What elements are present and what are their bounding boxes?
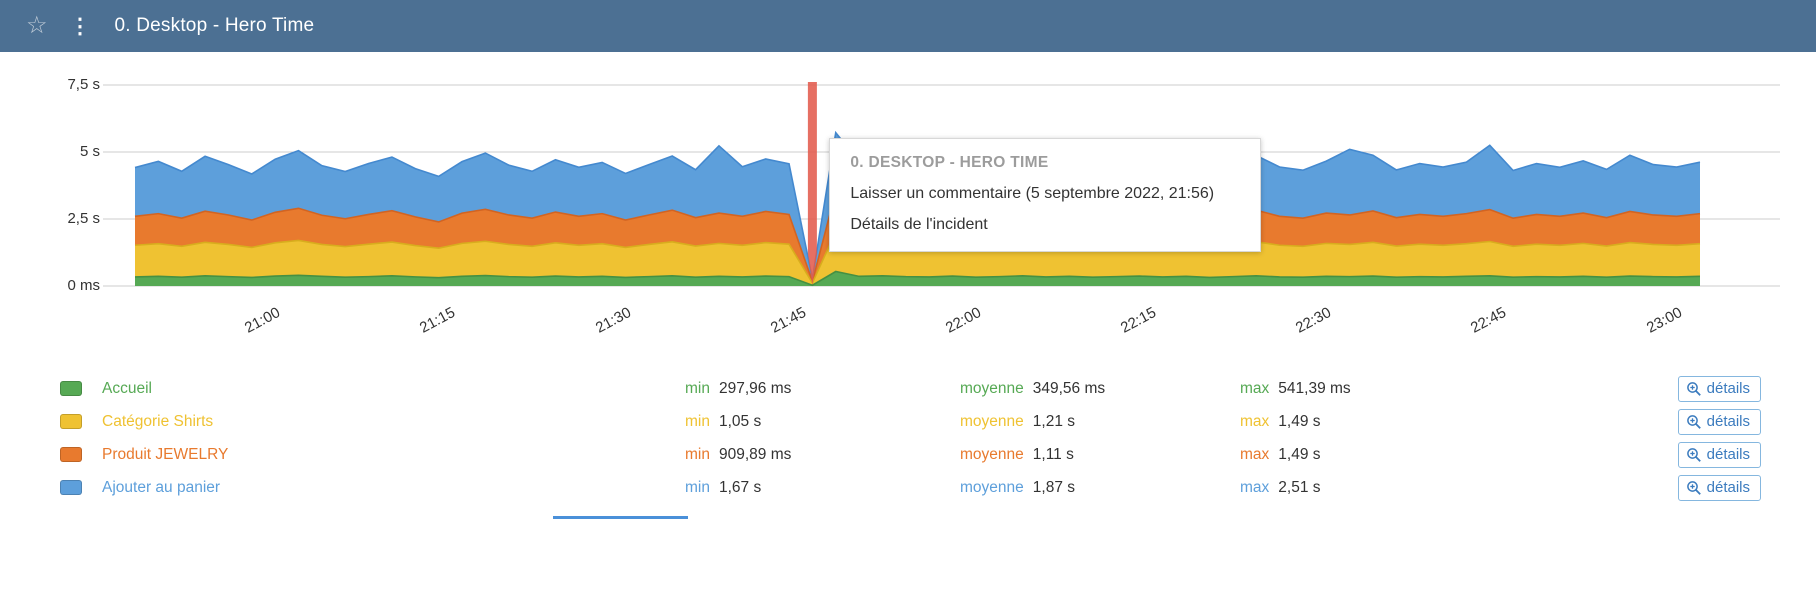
max-stat: max 1,49 s [1240, 445, 1321, 463]
details-button[interactable]: détails [1677, 474, 1761, 501]
tooltip-comment: Laisser un commentaire (5 septembre 2022… [850, 185, 1215, 202]
avg-stat: moyenne 1,11 s [960, 445, 1074, 463]
series-name: Accueil [102, 379, 152, 397]
series-name: Catégorie Shirts [102, 412, 214, 430]
max-stat: max 2,51 s [1240, 478, 1321, 496]
y-tick-label: 7,5 s [67, 76, 100, 93]
min-stat: min 297,96 ms [685, 379, 792, 397]
series-swatch [60, 480, 82, 495]
chart-area: 7,5 s 5 s 2,5 s 0 ms 21:00 21:15 21:30 2… [0, 52, 1816, 362]
series-name: Produit JEWELRY [102, 445, 229, 463]
zoom-magnifier-icon [1686, 447, 1701, 462]
series-swatch [60, 414, 82, 429]
tooltip-title: 0. DESKTOP - HERO TIME [850, 154, 1049, 171]
zoom-magnifier-icon [1686, 480, 1701, 495]
legend-row: Produit JEWELRY min 909,89 ms moyenne 1,11… [60, 438, 1761, 471]
avg-stat: moyenne 349,56 ms [960, 379, 1106, 397]
min-stat: min 1,05 s [685, 412, 762, 430]
avg-stat: moyenne 1,21 s [960, 412, 1075, 430]
kebab-menu-icon[interactable]: ⋮ [69, 14, 91, 38]
tooltip-incident-details-link[interactable]: Détails de l'incident [850, 216, 988, 233]
details-button[interactable]: détails [1677, 408, 1761, 435]
legend-row: Accueil min 297,96 ms moyenne 349,56 ms ma… [60, 372, 1761, 405]
max-stat: max 541,39 ms [1240, 379, 1351, 397]
favorite-star-icon[interactable]: ☆ [26, 12, 48, 39]
chart-legend: Accueil min 297,96 ms moyenne 349,56 ms ma… [0, 362, 1816, 504]
y-tick-label: 2,5 s [67, 210, 100, 227]
max-stat: max 1,49 s [1240, 412, 1321, 430]
min-stat: min 909,89 ms [685, 445, 792, 463]
series-name: Ajouter au panier [102, 478, 221, 496]
series-swatch [60, 447, 82, 462]
legend-row: Ajouter au panier min 1,67 s moyenne 1,87 … [60, 471, 1761, 504]
details-button[interactable]: détails [1677, 375, 1761, 402]
min-stat: min 1,67 s [685, 478, 762, 496]
legend-row: Catégorie Shirts min 1,05 s moyenne 1,21 s… [60, 405, 1761, 438]
partial-element-indicator [553, 516, 688, 519]
details-button[interactable]: détails [1677, 441, 1761, 468]
y-tick-label: 0 ms [67, 277, 100, 294]
zoom-magnifier-icon [1686, 381, 1701, 396]
series-swatch [60, 381, 82, 396]
zoom-magnifier-icon [1686, 414, 1701, 429]
avg-stat: moyenne 1,87 s [960, 478, 1075, 496]
annotation-tooltip: 0. DESKTOP - HERO TIME Laisser un commen… [829, 138, 1262, 252]
y-tick-label: 5 s [79, 143, 100, 160]
panel-title: 0. Desktop - Hero Time [114, 15, 315, 36]
panel-header: ☆ ⋮ 0. Desktop - Hero Time [0, 0, 1816, 52]
